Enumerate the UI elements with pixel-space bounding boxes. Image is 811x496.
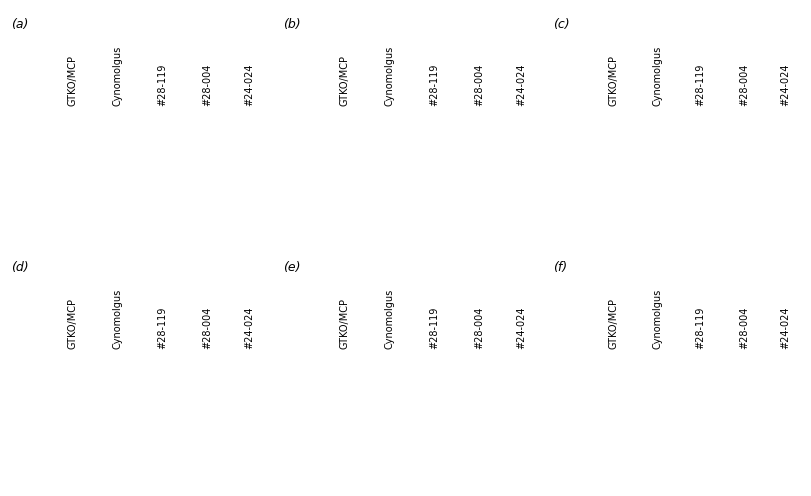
Text: Cynomolgus: Cynomolgus xyxy=(651,46,661,106)
Text: (c): (c) xyxy=(552,18,569,31)
Text: (b): (b) xyxy=(282,18,300,31)
FancyBboxPatch shape xyxy=(325,391,363,401)
Text: #28-004: #28-004 xyxy=(202,307,212,349)
Text: Cynomolgus: Cynomolgus xyxy=(113,289,122,349)
FancyBboxPatch shape xyxy=(53,158,92,170)
Text: #28-004: #28-004 xyxy=(202,64,212,106)
Text: #28-004: #28-004 xyxy=(474,64,484,106)
FancyBboxPatch shape xyxy=(312,149,376,165)
Text: #28-004: #28-004 xyxy=(738,307,749,349)
Text: Cynomolgus: Cynomolgus xyxy=(384,289,394,349)
Text: (f): (f) xyxy=(552,261,567,274)
Text: Cynomolgus: Cynomolgus xyxy=(651,289,661,349)
FancyBboxPatch shape xyxy=(324,152,364,162)
Text: #28-119: #28-119 xyxy=(429,64,439,106)
FancyBboxPatch shape xyxy=(592,145,633,155)
FancyBboxPatch shape xyxy=(55,375,91,383)
Text: Cynomolgus: Cynomolgus xyxy=(384,46,394,106)
FancyBboxPatch shape xyxy=(596,146,629,154)
Text: #24-024: #24-024 xyxy=(779,64,789,106)
FancyBboxPatch shape xyxy=(310,387,379,405)
Text: GTKO/MCP: GTKO/MCP xyxy=(607,55,618,106)
Text: #24-024: #24-024 xyxy=(516,307,526,349)
FancyBboxPatch shape xyxy=(317,389,371,403)
FancyBboxPatch shape xyxy=(323,390,366,402)
Text: #28-119: #28-119 xyxy=(695,307,705,349)
Text: GTKO/MCP: GTKO/MCP xyxy=(607,298,618,349)
FancyBboxPatch shape xyxy=(41,155,105,173)
FancyBboxPatch shape xyxy=(47,373,98,385)
Text: (d): (d) xyxy=(11,261,28,274)
Text: (e): (e) xyxy=(282,261,300,274)
FancyBboxPatch shape xyxy=(55,159,91,169)
Text: GTKO/MCP: GTKO/MCP xyxy=(339,55,350,106)
Text: #28-119: #28-119 xyxy=(695,64,705,106)
FancyBboxPatch shape xyxy=(327,152,363,162)
Text: GTKO/MCP: GTKO/MCP xyxy=(67,55,78,106)
Text: #24-024: #24-024 xyxy=(244,307,255,349)
Text: #28-119: #28-119 xyxy=(429,307,439,349)
Text: #24-024: #24-024 xyxy=(779,307,789,349)
FancyBboxPatch shape xyxy=(595,392,630,400)
Text: (a): (a) xyxy=(11,18,28,31)
FancyBboxPatch shape xyxy=(598,146,628,154)
Text: GTKO/MCP: GTKO/MCP xyxy=(67,298,78,349)
Text: GTKO/MCP: GTKO/MCP xyxy=(339,298,350,349)
FancyBboxPatch shape xyxy=(588,390,637,402)
FancyBboxPatch shape xyxy=(319,150,370,164)
FancyBboxPatch shape xyxy=(586,144,639,156)
FancyBboxPatch shape xyxy=(581,388,644,404)
Text: #24-024: #24-024 xyxy=(244,64,255,106)
Text: Cynomolgus: Cynomolgus xyxy=(113,46,122,106)
FancyBboxPatch shape xyxy=(41,372,105,386)
Text: #28-004: #28-004 xyxy=(474,307,484,349)
Text: #24-024: #24-024 xyxy=(516,64,526,106)
Text: #28-119: #28-119 xyxy=(157,64,167,106)
FancyBboxPatch shape xyxy=(47,157,98,171)
Text: #28-119: #28-119 xyxy=(157,307,167,349)
FancyBboxPatch shape xyxy=(53,374,92,384)
FancyBboxPatch shape xyxy=(593,391,633,401)
Text: #28-004: #28-004 xyxy=(738,64,749,106)
